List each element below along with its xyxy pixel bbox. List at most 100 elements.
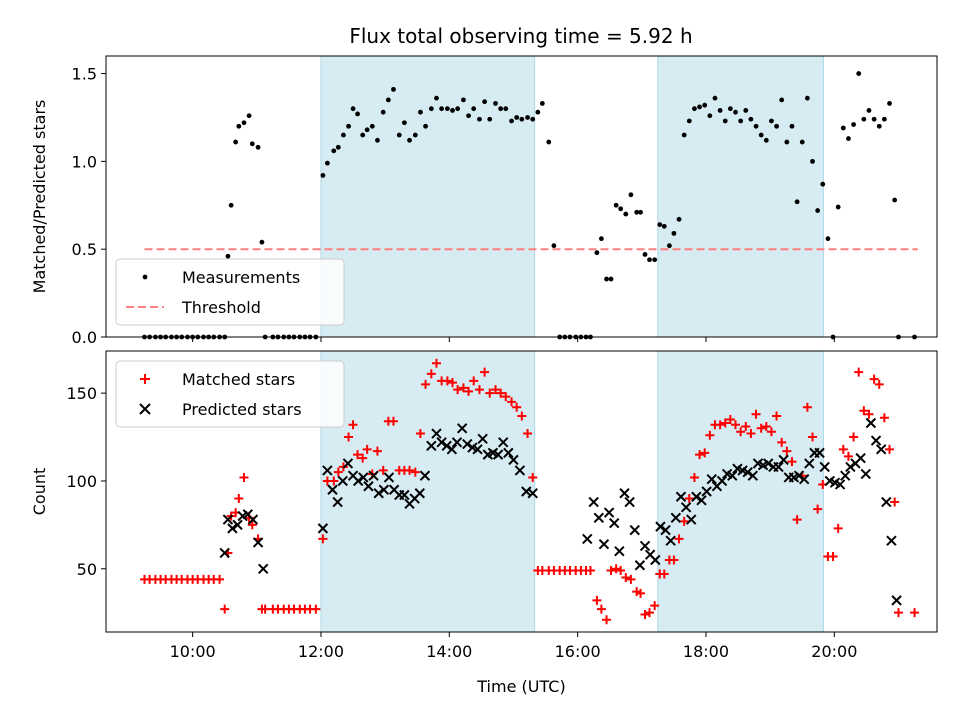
data-point <box>523 429 533 439</box>
data-point <box>731 420 741 430</box>
data-point <box>763 458 774 469</box>
data-point <box>446 444 458 455</box>
y-tick-label: 1.0 <box>72 152 97 171</box>
data-point <box>640 609 650 619</box>
legend-label: Threshold <box>181 298 261 317</box>
data-point <box>360 132 366 138</box>
data-point <box>751 409 761 419</box>
data-point <box>629 524 640 536</box>
data-point <box>715 420 725 430</box>
data-point <box>865 417 877 429</box>
data-point <box>892 197 898 203</box>
data-point <box>793 470 805 481</box>
data-point <box>493 101 498 106</box>
data-point <box>609 517 620 529</box>
data-point <box>792 515 802 525</box>
data-point <box>247 520 257 530</box>
legend: Measurements Threshold <box>115 258 345 326</box>
data-point <box>840 470 851 481</box>
data-point <box>634 209 640 215</box>
data-point <box>407 137 412 143</box>
data-point <box>701 486 712 497</box>
data-point <box>697 104 702 110</box>
data-point <box>608 276 614 282</box>
data-point <box>864 409 874 419</box>
y-tick-label: 0.0 <box>72 328 97 347</box>
data-point <box>546 139 552 145</box>
data-point <box>748 116 754 122</box>
data-point <box>753 123 759 129</box>
data-point <box>789 123 795 129</box>
data-point <box>341 132 346 138</box>
data-point <box>650 601 660 611</box>
data-point <box>332 496 343 508</box>
data-point <box>219 547 230 559</box>
data-point <box>535 109 541 115</box>
data-point <box>431 358 441 368</box>
data-point <box>815 208 821 213</box>
data-point <box>773 461 784 473</box>
data-point <box>835 204 841 210</box>
data-point <box>375 137 380 143</box>
data-point <box>881 116 887 122</box>
data-point <box>419 470 431 481</box>
data-point <box>885 444 895 454</box>
data-point <box>471 106 477 112</box>
data-point <box>856 71 862 76</box>
y-tick-label: 150 <box>66 384 97 403</box>
data-point <box>736 427 746 437</box>
data-point <box>514 465 526 476</box>
data-point <box>517 411 527 421</box>
data-point <box>604 276 609 282</box>
data-point <box>819 461 830 473</box>
observing-interval-1 <box>657 55 824 338</box>
data-point <box>722 118 728 124</box>
data-point <box>804 95 810 101</box>
data-point <box>616 566 626 576</box>
data-point <box>246 113 252 119</box>
data-point <box>259 239 265 245</box>
data-point <box>311 604 321 614</box>
data-point <box>843 451 853 461</box>
data-point <box>350 106 356 112</box>
data-point <box>322 465 333 476</box>
data-point <box>743 108 749 113</box>
data-point <box>802 402 812 412</box>
data-point <box>825 236 831 242</box>
data-point <box>358 472 369 483</box>
data-point <box>834 479 846 490</box>
data-point <box>252 537 264 548</box>
data-point <box>613 202 619 208</box>
data-point <box>519 116 525 122</box>
data-point <box>758 132 764 138</box>
data-point <box>444 106 450 112</box>
data-point <box>399 489 410 501</box>
data-point <box>614 546 625 557</box>
data-point <box>318 534 328 544</box>
axes-frame <box>105 55 938 338</box>
data-point <box>353 450 363 460</box>
data-point <box>778 454 789 466</box>
data-point <box>335 144 341 150</box>
data-point <box>492 449 504 460</box>
data-point <box>258 563 269 574</box>
legend-marker-measurements <box>142 274 148 280</box>
data-point <box>611 564 621 574</box>
data-point <box>344 432 354 442</box>
data-point <box>453 385 463 395</box>
data-point <box>670 512 682 524</box>
data-point <box>804 458 815 469</box>
data-point <box>222 514 234 525</box>
data-point <box>503 106 509 112</box>
data-point <box>448 378 458 388</box>
data-point <box>881 496 892 508</box>
data-point <box>619 488 630 499</box>
data-point <box>352 475 364 487</box>
data-point <box>461 97 466 103</box>
data-point <box>741 422 751 432</box>
data-point <box>498 106 504 112</box>
data-point <box>380 109 386 115</box>
data-point <box>368 470 379 481</box>
data-point <box>215 574 225 584</box>
axes-frame <box>105 350 938 633</box>
